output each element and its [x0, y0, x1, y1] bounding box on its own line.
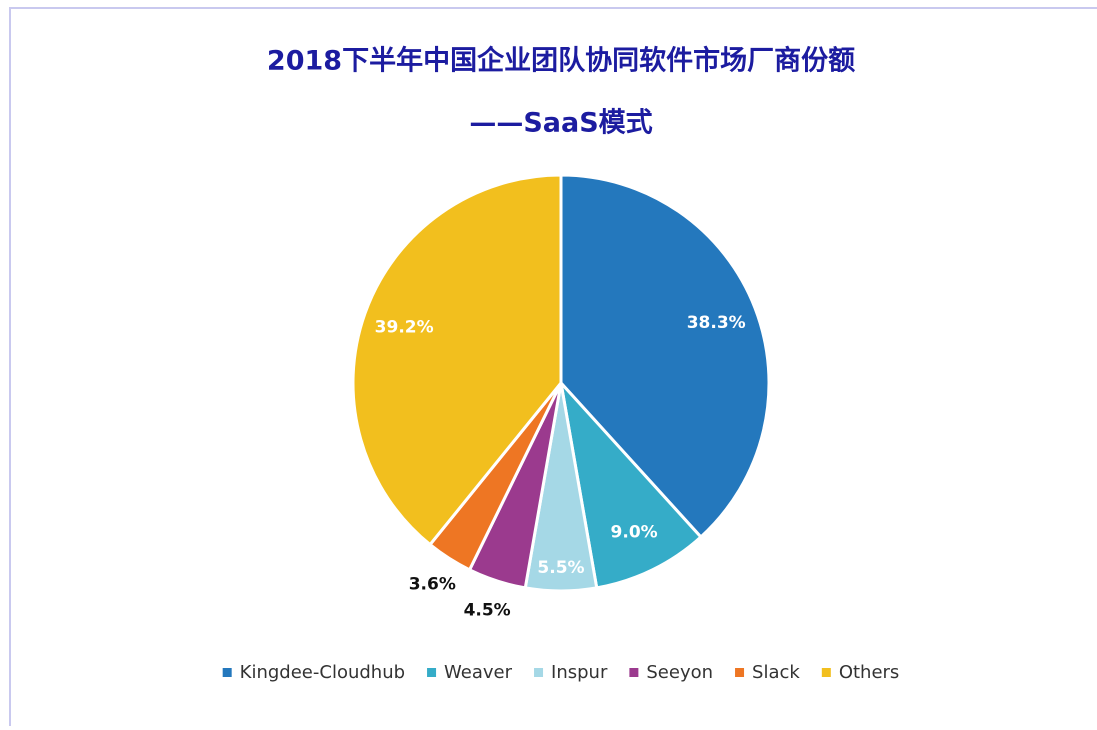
legend-swatch [222, 668, 232, 677]
frame [9, 7, 1097, 730]
legend-label: Inspur [551, 662, 608, 683]
pie-slice [351, 173, 563, 547]
legend-label: Kingdee-Cloudhub [240, 662, 405, 683]
data-label: 39.2% [375, 317, 434, 337]
pie-slice [559, 173, 771, 540]
data-label: 4.5% [464, 601, 511, 621]
legend-swatch [629, 668, 639, 677]
data-label: 9.0% [611, 522, 658, 542]
legend-label: Others [839, 662, 900, 683]
legend-swatch [821, 668, 831, 677]
legend-swatch [735, 668, 745, 677]
data-label: 3.6% [409, 575, 456, 595]
data-label: 5.5% [537, 558, 584, 578]
legend-label: Slack [752, 662, 800, 683]
legend-label: Weaver [444, 662, 513, 683]
chart-title: 2018下半年中国企业团队协同软件市场厂商份额 [267, 45, 855, 77]
pie-slice [558, 378, 703, 590]
legend-swatch [427, 668, 437, 677]
legend-label: Seeyon [646, 662, 713, 683]
chart-subtitle: ——SaaS模式 [469, 108, 652, 139]
data-label: 38.3% [687, 313, 746, 333]
legend-swatch [534, 668, 544, 677]
